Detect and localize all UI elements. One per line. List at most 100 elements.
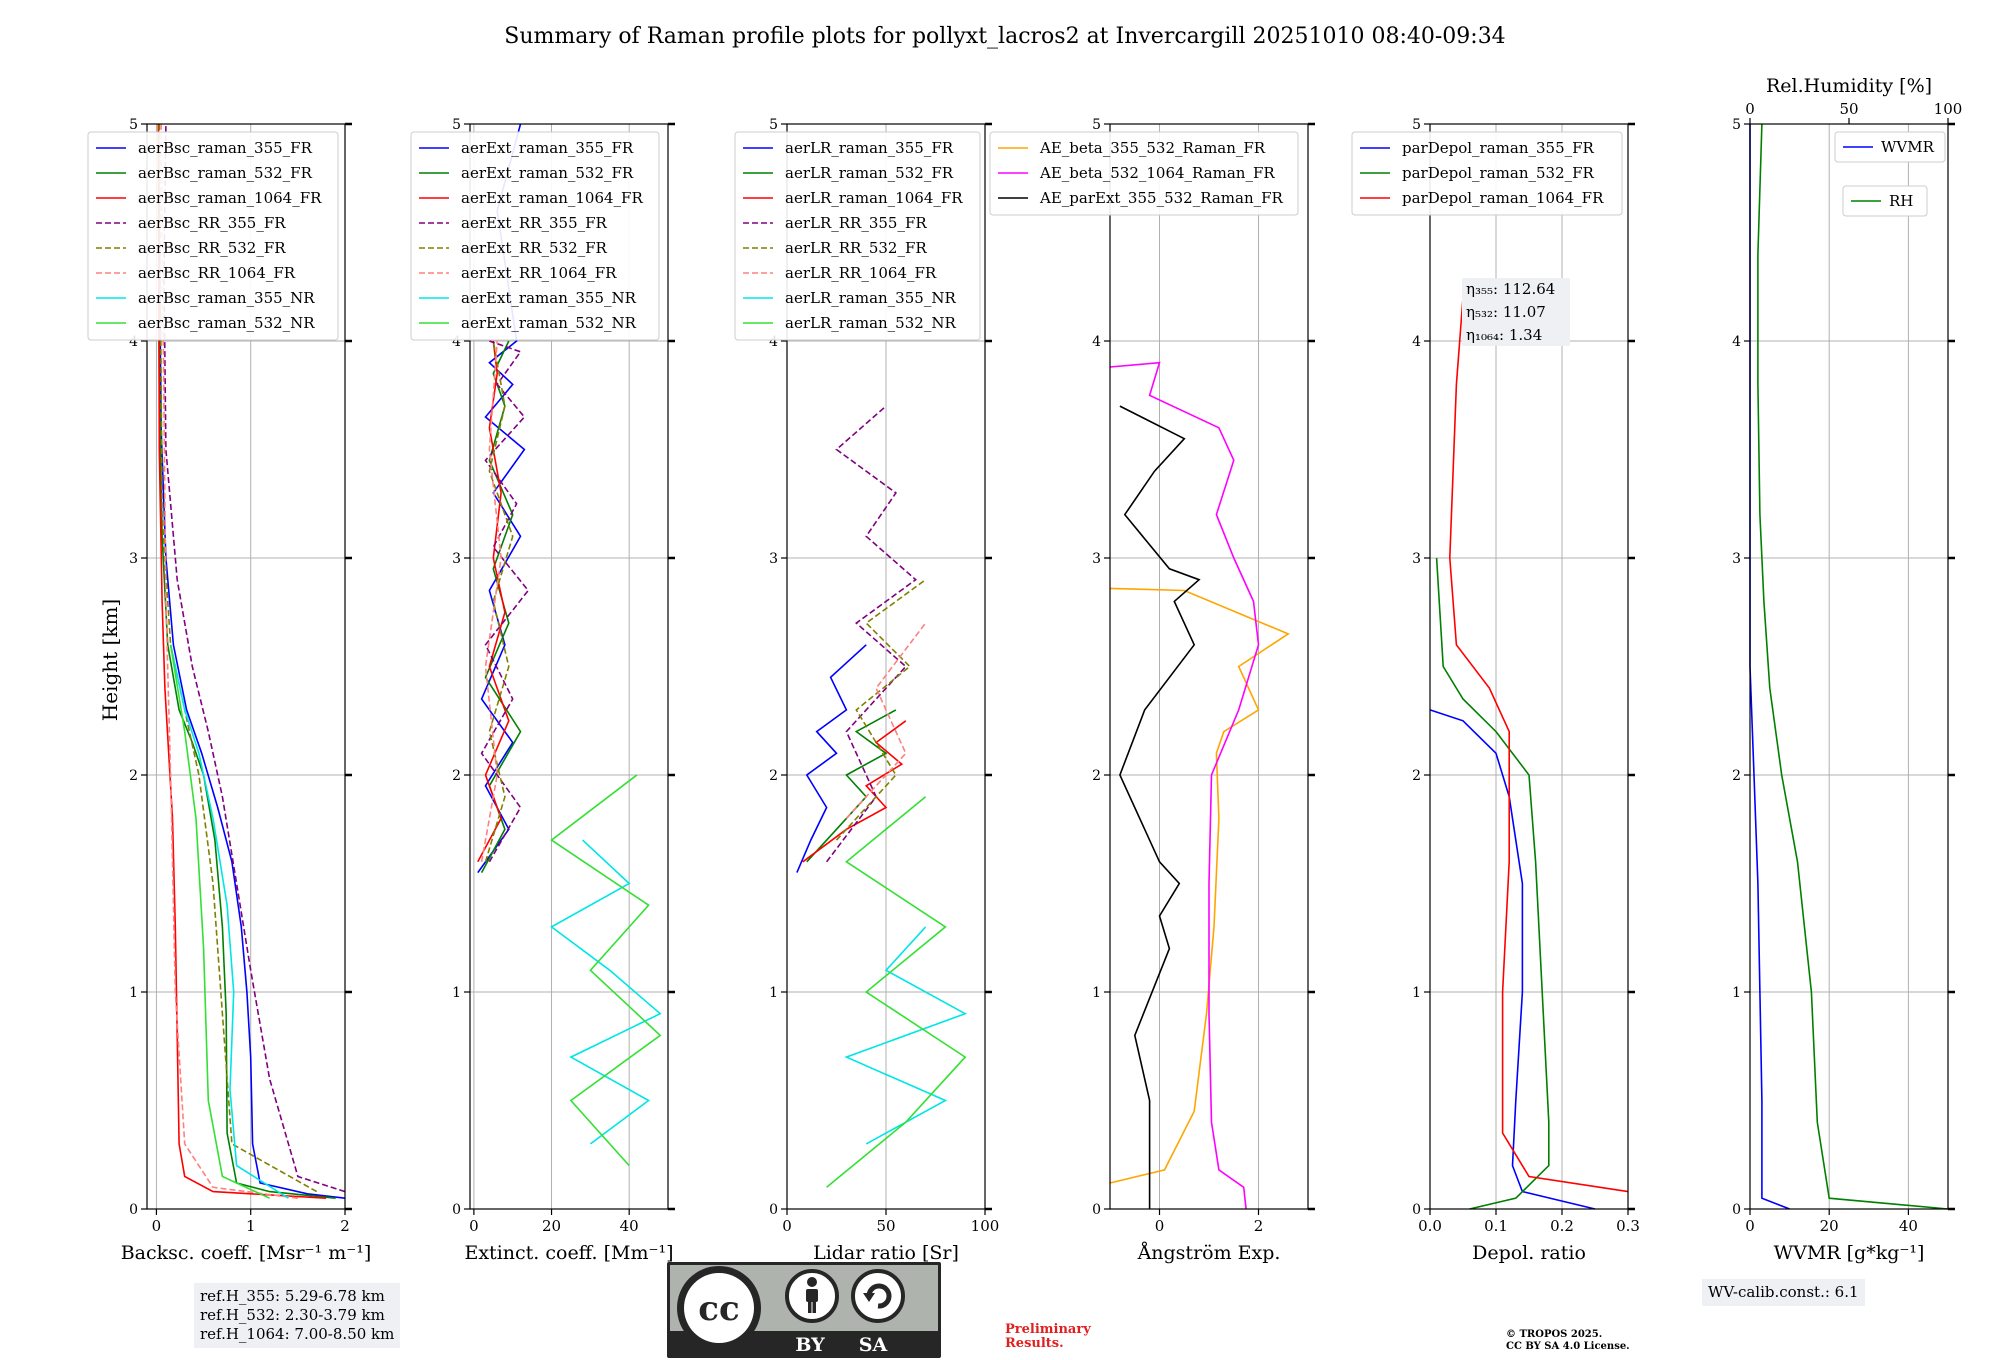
y-tick-label: 4	[1412, 334, 1421, 350]
reference-height-box: ref.H_355: 5.29-6.78 km ref.H_532: 2.30-…	[194, 1283, 401, 1348]
eta-label: η₁₀₆₄: 1.34	[1466, 326, 1542, 344]
y-tick-label: 5	[1732, 117, 1741, 133]
y-tick-label: 4	[769, 334, 778, 350]
series-line-aerExt_raman_532_NR	[550, 774, 662, 1167]
legend-label: AE_beta_355_532_Raman_FR	[1039, 139, 1266, 157]
y-tick-label: 5	[452, 117, 461, 133]
x-axis-label: Ångström Exp.	[1137, 1242, 1281, 1264]
y-tick-label: 2	[1732, 768, 1741, 784]
eta-annotation-box: η₃₅₅: 112.64 η₅₃₂: 11.07 η₁₀₆₄: 1.34	[1462, 278, 1570, 346]
legend-label: WVMR	[1881, 138, 1935, 156]
ref-height-1064: ref.H_1064: 7.00-8.50 km	[200, 1325, 395, 1343]
legend-label: aerExt_raman_1064_FR	[461, 189, 643, 207]
y-tick-label: 5	[1412, 117, 1421, 133]
legend: aerExt_raman_355_FR aerExt_raman_532_FRae…	[410, 131, 660, 341]
eta-label: η₅₃₂: 11.07	[1466, 303, 1546, 321]
ref-height-355: ref.H_355: 5.29-6.78 km	[200, 1287, 385, 1305]
y-tick-label: 0	[129, 1202, 138, 1218]
y-tick-label: 2	[769, 768, 778, 784]
series-line-AE_beta_532_1064_Raman_FR	[1109, 361, 1260, 1210]
x-tick-label: 0	[1155, 1217, 1165, 1235]
legend-label: aerLR_RR_355_FR	[785, 214, 927, 232]
x-tick-label: 50	[876, 1217, 895, 1235]
figure-title: Summary of Raman profile plots for polly…	[504, 24, 1505, 49]
wv-calibration-constant: WV-calib.const.: 6.1	[1708, 1283, 1859, 1301]
copyright-line-1: © TROPOS 2025.	[1506, 1329, 1603, 1340]
legend-label: aerBsc_raman_355_NR	[138, 289, 315, 307]
axes-frame	[1429, 123, 1629, 1210]
legend-label: aerExt_RR_532_FR	[461, 239, 608, 257]
x-tick-label: 0.2	[1550, 1217, 1574, 1235]
legend-label: aerExt_RR_1064_FR	[461, 264, 617, 282]
copyright-note: © TROPOS 2025. CC BY SA 4.0 License.	[1506, 1329, 1630, 1353]
x-tick-label: 2	[1254, 1217, 1264, 1235]
y-tick-label: 0	[452, 1202, 461, 1218]
y-tick-label: 4	[1732, 334, 1741, 350]
series-line-aerLR_RR_355_FR	[825, 405, 917, 863]
x-tick-label: 0.3	[1616, 1217, 1640, 1235]
legend: aerBsc_raman_355_FR aerBsc_raman_532_FRae…	[87, 131, 339, 341]
y-tick-label: 2	[129, 768, 138, 784]
legend-label: aerLR_raman_355_FR	[785, 139, 954, 157]
y-tick-label: 0	[769, 1202, 778, 1218]
legend-label: aerExt_raman_532_NR	[461, 314, 637, 332]
legend-label: aerBsc_raman_355_FR	[138, 139, 313, 157]
y-tick-label: 4	[452, 334, 461, 350]
y-tick-label: 5	[129, 117, 138, 133]
legend-label: parDepol_raman_1064_FR	[1402, 189, 1604, 207]
y-tick-label: 1	[769, 985, 778, 1001]
series-line-aerExt_RR_532_FR	[484, 340, 514, 863]
series-line-parDepol_raman_1064_FR	[1448, 297, 1629, 1193]
legend-label: aerBsc_RR_355_FR	[138, 214, 286, 232]
legend-label: aerBsc_raman_532_NR	[138, 314, 315, 332]
y-tick-label: 0	[1092, 1202, 1101, 1218]
preliminary-results-note: Preliminary Results.	[1005, 1323, 1091, 1351]
series-line-aerLR_RR_1064_FR	[845, 622, 927, 819]
x-tick-label: 0	[469, 1217, 479, 1235]
legend-label: aerLR_RR_1064_FR	[785, 264, 937, 282]
y-tick-label: 1	[129, 985, 138, 1001]
panel-backscatter: 0 1 2 3 4 5 0 1 2 Backsc. coeff. [Msr⁻¹ m⁻¹] aerBs…	[87, 117, 372, 1264]
x-tick-label: 40	[620, 1217, 639, 1235]
x-tick-label: 1	[246, 1217, 256, 1235]
y-tick-label: 3	[452, 551, 461, 567]
x-tick-label: 0	[782, 1217, 792, 1235]
top-tick-label: 0	[1745, 100, 1755, 118]
badge-sa-text: SA	[859, 1334, 888, 1356]
series-line-WVMR	[1749, 124, 1790, 1210]
x-axis-label: Backsc. coeff. [Msr⁻¹ m⁻¹]	[121, 1242, 372, 1264]
panel-angstrom: 0 1 2 3 4 5 0 2 Ångström Exp. AE_beta_355_532_Ram…	[989, 117, 1315, 1264]
y-tick-label: 1	[1412, 985, 1421, 1001]
series-line-aerLR_raman_355_NR	[844, 926, 968, 1145]
y-tick-label: 4	[1092, 334, 1101, 350]
legend: aerLR_raman_355_FR aerLR_raman_532_FR aerL…	[734, 131, 981, 341]
series-line-aerLR_raman_532_NR	[826, 796, 967, 1188]
x-axis-label: Depol. ratio	[1472, 1242, 1586, 1264]
axes-frame	[1109, 123, 1309, 1210]
badge-by-text: BY	[795, 1334, 825, 1356]
legend-label: aerLR_raman_1064_FR	[785, 189, 963, 207]
legend-label: parDepol_raman_532_FR	[1402, 164, 1595, 182]
y-tick-label: 3	[769, 551, 778, 567]
y-tick-label: 4	[129, 334, 138, 350]
top-tick-label: 50	[1839, 100, 1858, 118]
series-line-aerBsc_raman_1064_FR	[157, 123, 327, 1199]
y-tick-label: 3	[1412, 551, 1421, 567]
copyright-line-2: CC BY SA 4.0 License.	[1506, 1341, 1630, 1352]
series-line-aerExt_RR_1064_FR	[480, 340, 502, 862]
series-line-aerBsc_RR_355_FR	[163, 123, 346, 1193]
y-tick-label: 5	[769, 117, 778, 133]
series-line-aerBsc_raman_532_FR	[157, 123, 336, 1199]
axes-frame	[146, 123, 346, 1210]
y-tick-label: 3	[1732, 551, 1741, 567]
series-line-aerLR_RR_532_FR	[835, 579, 927, 841]
legend-label: aerLR_raman_532_FR	[785, 164, 954, 182]
series-line-parDepol_raman_532_FR	[1435, 557, 1550, 1210]
series-line-aerExt_RR_355_FR	[480, 340, 530, 863]
x-tick-label: 20	[1820, 1217, 1839, 1235]
x-tick-label: 20	[542, 1217, 561, 1235]
ref-height-532: ref.H_532: 2.30-3.79 km	[200, 1306, 385, 1324]
legend-label: aerBsc_RR_1064_FR	[138, 264, 296, 282]
